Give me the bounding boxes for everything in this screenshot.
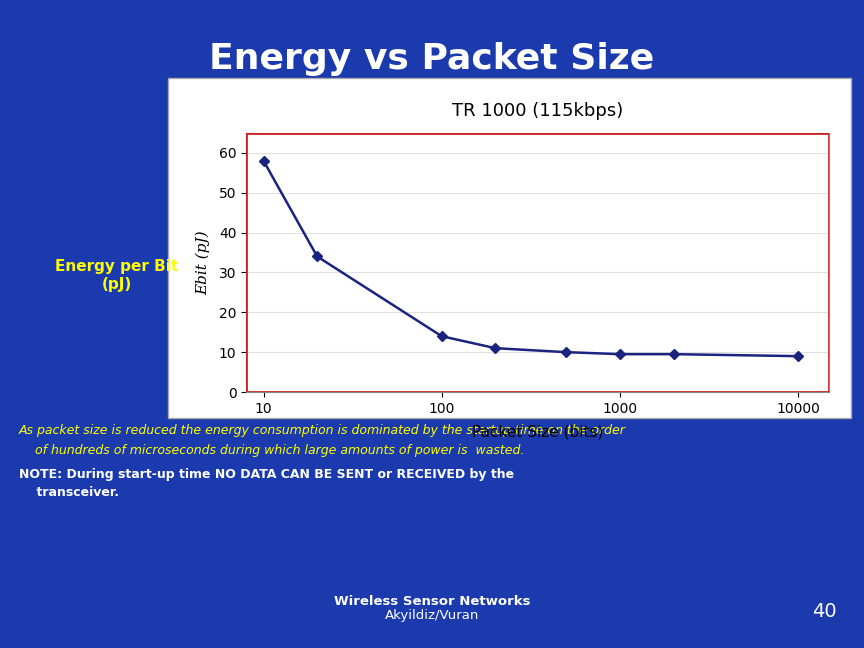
Text: Energy vs Packet Size: Energy vs Packet Size xyxy=(209,42,655,76)
Bar xyxy=(246,133,829,392)
Text: Akyildiz/Vuran: Akyildiz/Vuran xyxy=(384,609,480,622)
X-axis label: Packet Size (bits): Packet Size (bits) xyxy=(472,424,604,439)
Text: of hundreds of microseconds during which large amounts of power is  wasted.: of hundreds of microseconds during which… xyxy=(19,444,524,457)
Text: transceiver.: transceiver. xyxy=(19,486,119,499)
Text: Wireless Sensor Networks: Wireless Sensor Networks xyxy=(334,595,530,608)
Y-axis label: Ebit (pJ): Ebit (pJ) xyxy=(196,230,211,295)
FancyBboxPatch shape xyxy=(168,78,851,418)
Text: Energy per Bit
(pJ): Energy per Bit (pJ) xyxy=(55,259,178,292)
Text: 40: 40 xyxy=(811,602,836,621)
Title: TR 1000 (115kbps): TR 1000 (115kbps) xyxy=(452,102,624,120)
Text: As packet size is reduced the energy consumption is dominated by the startup tim: As packet size is reduced the energy con… xyxy=(19,424,626,437)
Text: NOTE: During start-up time NO DATA CAN BE SENT or RECEIVED by the: NOTE: During start-up time NO DATA CAN B… xyxy=(19,468,514,481)
